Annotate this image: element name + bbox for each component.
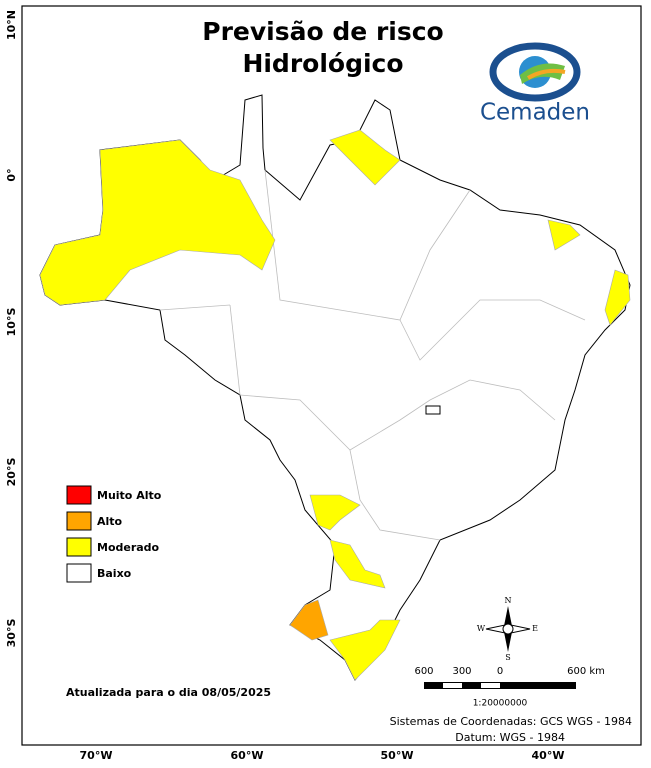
legend-swatch [66,511,92,531]
legend-label: Muito Alto [97,489,162,502]
legend-swatch [66,537,92,557]
scale-label: 600 km [567,666,605,677]
risk-area [309,494,361,531]
risk-area [547,219,581,251]
scale-label: 600 [414,666,433,677]
logo-text: Cemaden [480,100,590,126]
scale-bar [424,682,576,689]
risk-area [604,269,631,326]
federal-district [425,405,441,415]
scale-label: 300 [452,666,471,677]
compass-label: N [505,596,512,605]
risk-area [289,599,329,641]
footer: Datum: WGS - 1984 [455,731,565,744]
state-border [399,299,586,361]
legend-swatch [66,563,92,583]
footer: Sistemas de Coordenadas: GCS WGS - 1984 [390,715,632,728]
state-border [159,304,231,311]
lon-label: 60°W [231,749,264,762]
legend-label: Baixo [97,567,132,580]
compass-label: W [477,624,486,633]
lon-label: 70°W [80,749,113,762]
scale-label: 0 [497,666,503,677]
lon-label: 40°W [532,749,565,762]
title: Hidrológico [242,49,403,78]
lon-label: 50°W [381,749,414,762]
risk-area [39,139,276,306]
lat-label: 0° [5,168,18,181]
compass-label: S [505,653,510,662]
lat-label: 10°N [5,10,18,40]
update-note: Atualizada para o dia 08/05/2025 [66,686,271,699]
lat-label: 10°S [5,308,18,337]
legend-label: Moderado [97,541,160,554]
state-border [349,449,441,541]
risk-area [329,129,401,186]
legend-label: Alto [97,515,123,528]
risk-area [329,539,386,589]
state-border [229,304,556,451]
scale-ratio: 1:20000000 [473,699,528,709]
lat-label: 30°S [5,619,18,648]
title: Previsão de risco [202,17,443,46]
logo: Cemaden [480,42,590,126]
legend-swatch [66,485,92,505]
brazil [39,94,631,681]
lat-label: 20°S [5,458,18,487]
risk-area [329,619,401,681]
legend: Muito Alto Alto Moderado Baixo [66,485,162,583]
compass-label: E [532,624,538,633]
compass [485,606,531,652]
